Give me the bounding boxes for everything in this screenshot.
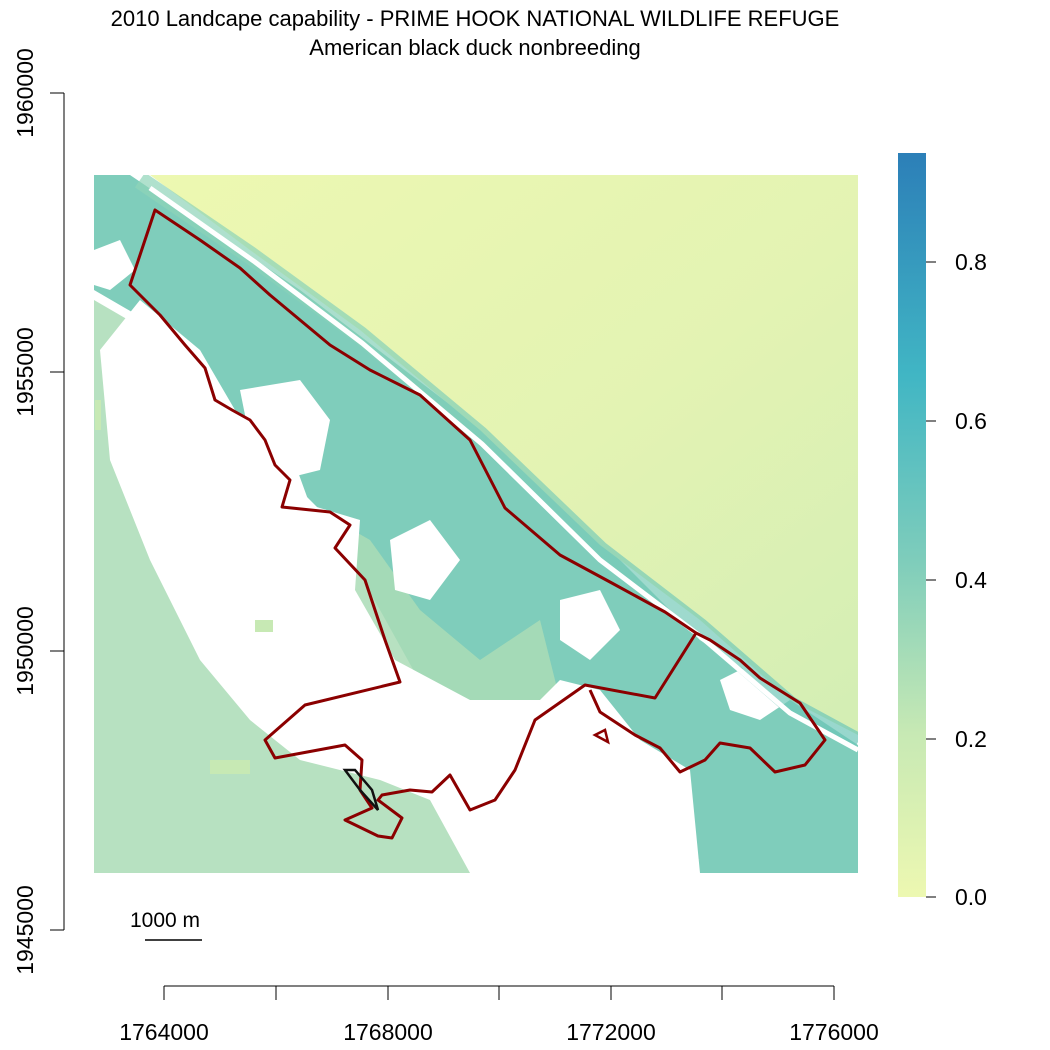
legend-tick-label: 0.6 — [955, 408, 987, 434]
shore-band — [134, 175, 858, 750]
map-subtitle: American black duck nonbreeding — [309, 35, 641, 60]
scale-bar-label: 1000 m — [130, 909, 200, 932]
y-tick-label: 1945000 — [12, 885, 38, 975]
x-axis: 1764000 1768000 1772000 1776000 — [119, 985, 879, 1045]
scale-bar: 1000 m — [130, 909, 202, 941]
refuge-boundary — [128, 208, 698, 840]
map-title: 2010 Landcape capability - PRIME HOOK NA… — [110, 6, 840, 31]
legend-tick-label: 0.4 — [955, 567, 987, 593]
refuge-boundary-inner — [342, 768, 380, 811]
color-legend: 0.0 0.2 0.4 0.6 0.8 — [898, 153, 987, 910]
x-tick-label: 1772000 — [566, 1019, 656, 1045]
x-tick-label: 1776000 — [789, 1019, 879, 1045]
sea-area — [150, 175, 858, 735]
y-tick-label: 1955000 — [12, 327, 38, 417]
y-axis: 1945000 1950000 1955000 1960000 — [12, 48, 65, 975]
capability-raster — [94, 175, 858, 873]
legend-tick-label: 0.8 — [955, 249, 987, 275]
legend-tick-label: 0.0 — [955, 884, 987, 910]
marsh-area — [94, 175, 858, 873]
x-tick-label: 1768000 — [343, 1019, 433, 1045]
legend-tick-label: 0.2 — [955, 726, 987, 752]
y-tick-label: 1950000 — [12, 606, 38, 696]
refuge-boundary-south — [588, 631, 827, 774]
legend-color-bar — [898, 153, 926, 897]
upland-white-area — [100, 300, 700, 873]
y-tick-label: 1960000 — [12, 48, 38, 138]
x-tick-label: 1764000 — [119, 1019, 209, 1045]
